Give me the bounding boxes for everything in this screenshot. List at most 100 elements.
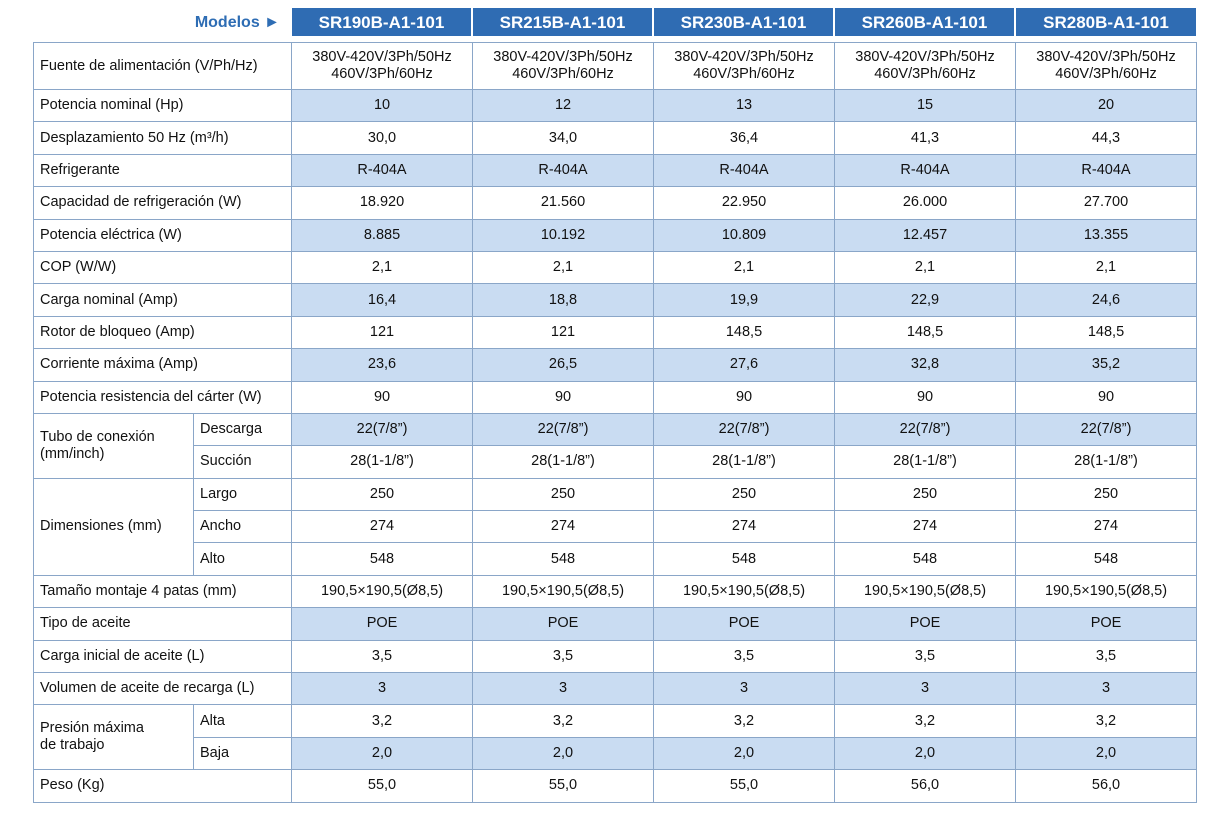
table-row: Refrigerante R-404A R-404A R-404A R-404A R-40… (32, 153, 1198, 188)
value-cell: 274 (653, 510, 836, 544)
value-cell: 274 (291, 510, 474, 544)
row-label: Desplazamiento 50 Hz (m³/h) (32, 121, 293, 155)
value-cell: 16,4 (291, 283, 474, 317)
value-cell: 34,0 (472, 121, 655, 155)
value-line: 380V-420V/3Ph/50Hz (1036, 49, 1176, 65)
table-row: Volumen de aceite de recarga (L) 3 3 3 3 3 (32, 672, 1198, 706)
value-cell: 250 (1015, 477, 1198, 512)
value-cell: 3,2 (472, 704, 655, 738)
value-line: 460V/3Ph/60Hz (693, 66, 795, 82)
value-cell: 2,1 (472, 250, 655, 285)
row-label: Rotor de bloqueo (Amp) (32, 315, 293, 350)
models-label: Modelos ► (194, 13, 280, 31)
value-cell: 148,5 (1015, 315, 1198, 350)
value-cell: 41,3 (834, 121, 1017, 155)
value-cell: POE (834, 607, 1017, 641)
value-cell: 2,1 (653, 250, 836, 285)
sub-label: Alto (192, 542, 293, 576)
row-label: Carga inicial de aceite (L) (32, 639, 293, 674)
value-cell: 27,6 (653, 348, 836, 382)
table-row: Tipo de aceite POE POE POE POE POE (32, 607, 1198, 641)
sub-label: Largo (192, 477, 293, 512)
group-label: Dimensiones (mm) (33, 477, 194, 576)
value-cell: 10 (291, 88, 474, 123)
value-cell: 22,9 (834, 283, 1017, 317)
value-cell: 90 (653, 380, 836, 414)
value-cell: 2,0 (472, 736, 655, 771)
table-row: Capacidad de refrigeración (W) 18.920 21.5… (32, 186, 1198, 220)
row-label: Potencia resistencia del cárter (W) (32, 380, 293, 414)
row-label: Refrigerante (32, 153, 293, 188)
group-label-line: (mm/inch) (40, 445, 105, 462)
table-row: Tamaño montaje 4 patas (mm) 190,5×190,5(Ø… (32, 574, 1198, 609)
value-cell: 22(7/8”) (291, 412, 474, 447)
value-cell: 250 (291, 477, 474, 512)
value-cell: 22.950 (653, 186, 836, 220)
sub-label: Baja (192, 736, 293, 771)
value-cell: 380V-420V/3Ph/50Hz 460V/3Ph/60Hz (291, 42, 474, 90)
group-label-line: de trabajo (40, 737, 105, 754)
value-line: 380V-420V/3Ph/50Hz (674, 49, 814, 65)
value-cell: 274 (1015, 510, 1198, 544)
value-line: 460V/3Ph/60Hz (874, 66, 976, 82)
group-label-line: Presión máxima (40, 720, 144, 737)
value-cell: 2,0 (1015, 736, 1198, 771)
value-cell: 274 (472, 510, 655, 544)
value-cell: 3,2 (653, 704, 836, 738)
value-cell: 190,5×190,5(Ø8,5) (291, 574, 474, 609)
value-cell: 36,4 (653, 121, 836, 155)
value-cell: 13.355 (1015, 218, 1198, 252)
value-line: 460V/3Ph/60Hz (512, 66, 614, 82)
value-cell: 55,0 (472, 769, 655, 803)
value-cell: 548 (1015, 542, 1198, 576)
value-cell: 148,5 (653, 315, 836, 350)
group-label: Presión máxima de trabajo (33, 704, 194, 771)
value-cell: 3 (291, 672, 474, 706)
table-row: Succión 28(1-1/8”) 28(1-1/8”) 28(1-1/8”) 28(… (34, 445, 1198, 479)
value-cell: 32,8 (834, 348, 1017, 382)
table-row: Potencia eléctrica (W) 8.885 10.192 10.809 1… (32, 218, 1198, 252)
value-cell: 15 (834, 88, 1017, 123)
value-cell: 380V-420V/3Ph/50Hz 460V/3Ph/60Hz (472, 42, 655, 90)
row-label: Potencia nominal (Hp) (32, 88, 293, 123)
table-row: Corriente máxima (Amp) 23,6 26,5 27,6 32,8 35… (32, 348, 1198, 382)
value-cell: 148,5 (834, 315, 1017, 350)
table-row: Baja 2,0 2,0 2,0 2,0 2,0 (34, 736, 1198, 771)
row-label: Tipo de aceite (32, 607, 293, 641)
value-cell: 2,1 (291, 250, 474, 285)
value-cell: 548 (291, 542, 474, 576)
value-cell: 250 (834, 477, 1017, 512)
value-cell: 18.920 (291, 186, 474, 220)
table-row: Fuente de alimentación (V/Ph/Hz) 380V-420… (32, 42, 1198, 90)
value-cell: 3,5 (1015, 639, 1198, 674)
model-header: SR230B-A1-101 (652, 8, 834, 36)
table-row: Dimensiones (mm) Largo 250 250 250 250 250 (33, 477, 1198, 576)
value-cell: 12.457 (834, 218, 1017, 252)
value-cell: POE (653, 607, 836, 641)
table-row: Alto 548 548 548 548 548 (34, 542, 1198, 576)
value-cell: 24,6 (1015, 283, 1198, 317)
model-header: SR280B-A1-101 (1014, 8, 1196, 36)
table-row: Desplazamiento 50 Hz (m³/h) 30,0 34,0 36,4 4… (32, 121, 1198, 155)
value-line: 380V-420V/3Ph/50Hz (855, 49, 995, 65)
value-cell: 55,0 (653, 769, 836, 803)
value-cell: 250 (472, 477, 655, 512)
value-cell: 28(1-1/8”) (834, 445, 1017, 479)
row-label: Peso (Kg) (32, 769, 293, 803)
value-cell: 121 (472, 315, 655, 350)
table-row: Peso (Kg) 55,0 55,0 55,0 56,0 56,0 (32, 769, 1198, 803)
value-cell: 3 (1015, 672, 1198, 706)
value-cell: 22(7/8”) (472, 412, 655, 447)
row-label: Corriente máxima (Amp) (32, 348, 293, 382)
value-cell: 121 (291, 315, 474, 350)
row-label: Carga nominal (Amp) (32, 283, 293, 317)
value-cell: POE (472, 607, 655, 641)
value-cell: 18,8 (472, 283, 655, 317)
value-cell: 22(7/8”) (653, 412, 836, 447)
sub-label: Succión (192, 445, 293, 479)
value-cell: R-404A (291, 153, 474, 188)
table-row: Potencia resistencia del cárter (W) 90 90 9… (32, 380, 1198, 414)
header-row: Modelos ► SR190B-A1-101 SR215B-A1-101 SR23… (33, 8, 1196, 36)
value-cell: 10.809 (653, 218, 836, 252)
value-cell: 56,0 (1015, 769, 1198, 803)
